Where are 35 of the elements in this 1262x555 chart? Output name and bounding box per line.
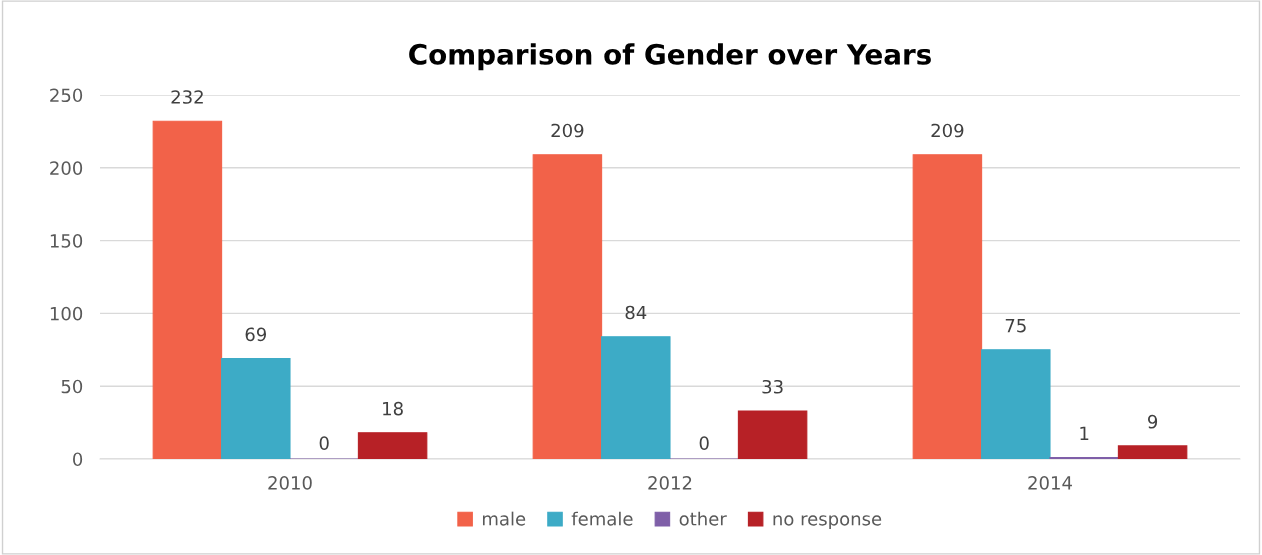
legend-label: male bbox=[482, 511, 526, 526]
legend-label: other bbox=[679, 511, 727, 526]
x-tick-label: 2014 bbox=[1028, 475, 1072, 490]
data-label: 84 bbox=[625, 305, 647, 320]
bar bbox=[601, 336, 671, 459]
y-tick-label: 50 bbox=[61, 379, 83, 394]
data-label: 0 bbox=[319, 436, 329, 450]
y-tick-label: 250 bbox=[50, 88, 83, 103]
y-tick-label: 0 bbox=[73, 452, 83, 467]
bar bbox=[532, 154, 603, 459]
data-label: 209 bbox=[931, 123, 964, 138]
x-tick-label: 2012 bbox=[648, 475, 692, 490]
data-label: 33 bbox=[762, 379, 783, 394]
bar bbox=[912, 154, 983, 459]
bar bbox=[1117, 445, 1188, 459]
y-tick-label: 100 bbox=[50, 306, 83, 321]
legend-label: no response bbox=[773, 515, 882, 530]
data-label: 69 bbox=[245, 327, 267, 342]
legend-label: female bbox=[571, 511, 633, 526]
y-tick-label: 200 bbox=[50, 161, 83, 175]
data-label: 0 bbox=[699, 436, 709, 450]
data-label: 209 bbox=[551, 123, 584, 138]
data-label: 9 bbox=[1147, 414, 1158, 429]
data-label: 232 bbox=[171, 90, 203, 104]
data-label: 75 bbox=[1005, 318, 1026, 333]
bar bbox=[357, 432, 428, 459]
data-label: 18 bbox=[383, 401, 403, 416]
y-tick-label: 150 bbox=[50, 234, 83, 248]
chart-title: Comparison of Gender over Years bbox=[409, 43, 931, 71]
bar bbox=[221, 357, 291, 459]
bar bbox=[152, 120, 223, 459]
data-label: 1 bbox=[1080, 426, 1089, 440]
bar bbox=[981, 349, 1051, 459]
bar bbox=[737, 410, 808, 459]
x-tick-label: 2010 bbox=[268, 475, 312, 490]
